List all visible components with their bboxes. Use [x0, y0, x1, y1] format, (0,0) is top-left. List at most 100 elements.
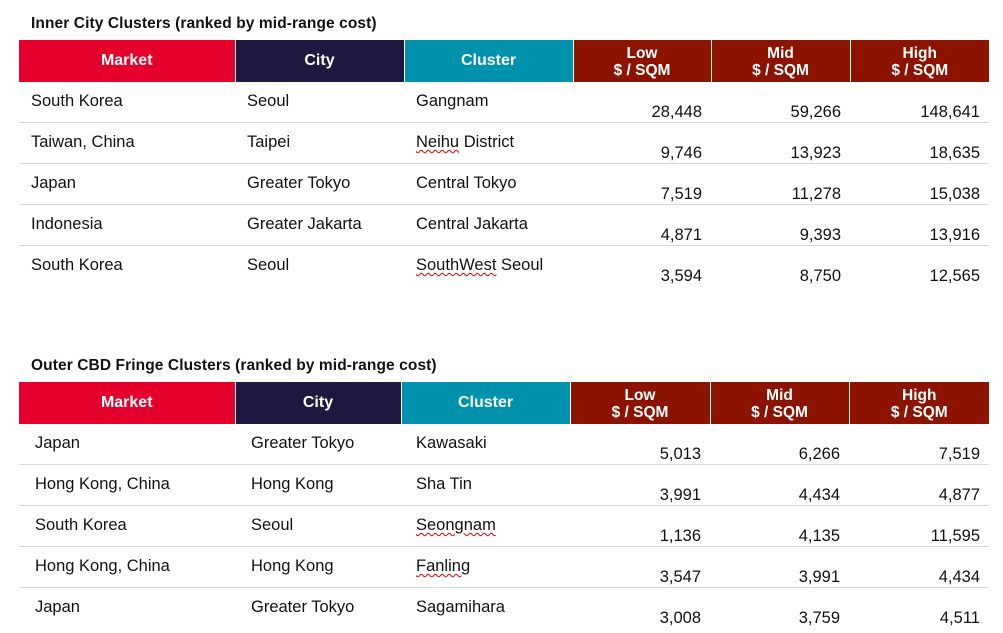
cell-mid: 11,278 — [711, 163, 850, 205]
column-header-city[interactable]: City — [235, 382, 402, 424]
cell-low: 9,746 — [573, 122, 711, 164]
column-header-market[interactable]: Market — [19, 40, 236, 82]
header-label: High — [902, 387, 937, 404]
header-label: High — [902, 45, 937, 62]
cell-cluster: Gangnam — [404, 82, 573, 123]
cell-low: 4,871 — [573, 204, 711, 246]
header-row: Market City Cluster Low $ / SQM Mid $ / SQ… — [19, 40, 989, 82]
table-row: South Korea Seoul Seongnam 1,136 4,135 1… — [19, 505, 989, 547]
column-header-cluster[interactable]: Cluster — [404, 40, 574, 82]
header-unit: $ / SQM — [752, 62, 809, 79]
column-header-city[interactable]: City — [235, 40, 405, 82]
table-row: Taiwan, China Taipei Neihu District 9,74… — [19, 122, 989, 164]
cell-high: 15,038 — [850, 163, 989, 205]
cell-mid: 3,991 — [710, 546, 849, 588]
cell-cluster: Sagamihara — [416, 598, 505, 616]
column-header-low[interactable]: Low $ / SQM — [573, 40, 712, 82]
cell-cluster: SouthWest Seoul — [404, 246, 573, 287]
cell-market: Japan — [19, 424, 235, 465]
cell-high: 4,511 — [939, 609, 980, 627]
table-row: Hong Kong, China Hong Kong Sha Tin 3,991… — [19, 464, 989, 506]
cell-city: Seoul — [247, 256, 290, 274]
cell-low: 3,594 — [660, 267, 702, 285]
header-unit: $ / SQM — [891, 62, 949, 79]
header-unit: $ / SQM — [613, 62, 671, 79]
table-row: Japan Greater Tokyo Sagamihara 3,008 3,7… — [19, 588, 989, 633]
cell-high: 4,877 — [849, 464, 989, 506]
cell-city: Greater Tokyo — [235, 424, 401, 465]
header-unit: $ / SQM — [751, 404, 808, 421]
cell-high: 4,434 — [849, 546, 989, 588]
cell-mid: 4,434 — [710, 464, 849, 506]
cell-market: Japan — [35, 598, 80, 616]
cell-cluster: Seongnam — [401, 505, 570, 547]
spellcheck-flagged-word[interactable]: Neihu — [416, 133, 460, 151]
table-row: South Korea Seoul SouthWest Seoul 3,594 … — [19, 246, 989, 287]
cell-market: South Korea — [19, 505, 235, 547]
section-title: Outer CBD Fringe Clusters (ranked by mid… — [31, 357, 437, 374]
section-title: Inner City Clusters (ranked by mid-range… — [31, 15, 377, 32]
table-row: South Korea Seoul Gangnam 28,448 59,266 … — [19, 82, 989, 123]
cell-low: 7,519 — [573, 163, 711, 205]
cell-city: Taipei — [235, 122, 404, 164]
cell-cluster: Fanling — [401, 546, 570, 588]
cell-city: Seoul — [235, 82, 404, 123]
cell-market: Japan — [19, 163, 235, 205]
header-row: Market City Cluster Low $ / SQM Mid $ / SQ… — [19, 382, 989, 424]
cell-market: Hong Kong, China — [19, 464, 235, 506]
cell-mid: 6,266 — [710, 424, 849, 465]
header-label: Mid — [767, 45, 794, 62]
column-header-mid[interactable]: Mid $ / SQM — [710, 382, 850, 424]
cell-city: Seoul — [235, 505, 401, 547]
table-row: Japan Greater Tokyo Central Tokyo 7,519 … — [19, 163, 989, 205]
column-header-high[interactable]: High $ / SQM — [849, 382, 989, 424]
cell-mid: 8,750 — [799, 267, 841, 285]
cell-mid: 4,135 — [710, 505, 849, 547]
header-unit: $ / SQM — [611, 404, 669, 421]
column-header-low[interactable]: Low $ / SQM — [570, 382, 711, 424]
column-header-cluster[interactable]: Cluster — [401, 382, 571, 424]
cell-low: 5,013 — [570, 424, 710, 465]
column-header-market[interactable]: Market — [19, 382, 236, 424]
spellcheck-flagged-word[interactable]: Seongnam — [416, 516, 496, 534]
cell-cluster: Sha Tin — [401, 464, 570, 506]
cell-low: 1,136 — [570, 505, 710, 547]
cell-mid: 13,923 — [711, 122, 850, 164]
cell-mid: 9,393 — [711, 204, 850, 246]
cell-city: Greater Jakarta — [235, 204, 404, 246]
outer-cbd-table: Market City Cluster Low $ / SQM Mid $ / SQ… — [19, 382, 989, 633]
cell-market: Taiwan, China — [19, 122, 235, 164]
cluster-text: District — [459, 133, 515, 151]
inner-city-table: Market City Cluster Low $ / SQM Mid $ / SQ… — [19, 40, 989, 286]
header-label: Mid — [766, 387, 793, 404]
column-header-mid[interactable]: Mid $ / SQM — [711, 40, 851, 82]
cell-mid: 3,759 — [798, 609, 840, 627]
cell-cluster: Central Tokyo — [404, 163, 573, 205]
table-row: Hong Kong, China Hong Kong Fanling 3,547… — [19, 546, 989, 588]
cell-cluster: Neihu District — [404, 122, 573, 164]
header-label: Low — [624, 387, 656, 404]
table-row: Japan Greater Tokyo Kawasaki 5,013 6,266… — [19, 424, 989, 465]
cell-city: Hong Kong — [235, 464, 401, 506]
cell-city: Greater Tokyo — [235, 163, 404, 205]
cell-city: Greater Tokyo — [251, 598, 355, 616]
cell-high: 7,519 — [849, 424, 989, 465]
cluster-text: Seoul — [496, 256, 544, 274]
cell-market: Hong Kong, China — [19, 546, 235, 588]
cell-high: 18,635 — [850, 122, 989, 164]
cell-low: 3,008 — [659, 609, 701, 627]
column-header-high[interactable]: High $ / SQM — [850, 40, 989, 82]
cell-cluster: Central Jakarta — [404, 204, 573, 246]
header-label: Low — [626, 45, 658, 62]
cell-high: 148,641 — [850, 82, 989, 123]
header-unit: $ / SQM — [890, 404, 948, 421]
cell-city: Hong Kong — [235, 546, 401, 588]
cell-high: 11,595 — [849, 505, 989, 547]
table-row: Indonesia Greater Jakarta Central Jakart… — [19, 204, 989, 246]
cell-market: South Korea — [31, 256, 123, 274]
cell-mid: 59,266 — [711, 82, 850, 123]
cell-high: 12,565 — [929, 267, 980, 285]
spellcheck-flagged-word[interactable]: SouthWest — [416, 256, 497, 274]
cell-market: Indonesia — [19, 204, 235, 246]
spellcheck-flagged-word[interactable]: Fanling — [416, 557, 471, 575]
